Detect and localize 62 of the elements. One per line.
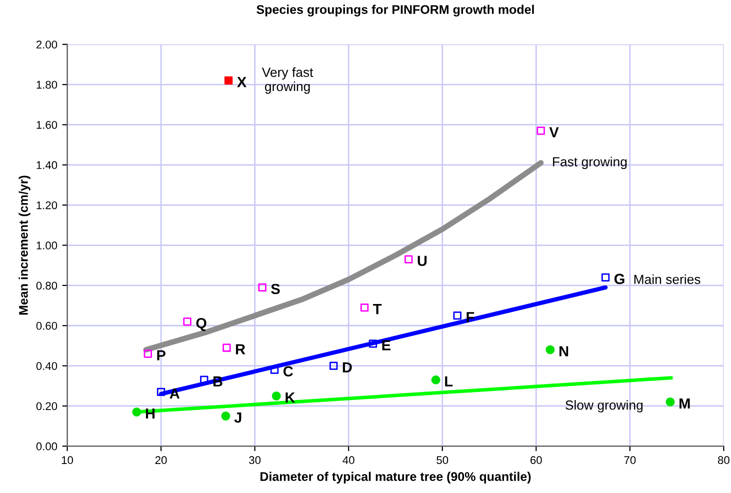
x-tick-label: 40: [342, 456, 354, 464]
annotation: D: [342, 362, 352, 372]
point: [258, 283, 266, 292]
annotation: N: [560, 346, 568, 356]
point: [156, 388, 166, 396]
y-axis-title: Mean increment (cm/yr): [18, 176, 30, 315]
point: [601, 273, 610, 282]
point: [183, 318, 192, 326]
y-tick-label: 2.00: [36, 40, 58, 49]
y-tick-label: 0.80: [36, 282, 58, 290]
annotation: R: [236, 344, 246, 354]
annotation: V: [549, 127, 559, 138]
point: [144, 350, 152, 358]
annotation: K: [286, 392, 296, 402]
x-tick-label: 20: [155, 456, 167, 464]
x-tick-label: 60: [530, 456, 542, 464]
annotation: Q: [196, 318, 206, 332]
y-tick-label: 1.20: [36, 201, 58, 210]
point: [536, 126, 545, 135]
annotation: T: [373, 304, 382, 314]
x-tick-label: 70: [624, 456, 636, 464]
point: [368, 340, 378, 348]
annotation: X: [237, 77, 246, 88]
point: [453, 311, 462, 320]
text: Main series: [634, 274, 700, 284]
x-tick-label: 80: [718, 456, 730, 464]
point: [272, 391, 281, 400]
point: [431, 375, 440, 384]
y-tick-label: 0.40: [36, 362, 58, 370]
point: [360, 303, 369, 312]
point: [224, 76, 233, 85]
annotation: G: [614, 274, 624, 284]
series-label: Slow growing: [566, 400, 643, 412]
annotation: P: [157, 350, 166, 360]
x-tick-label: 30: [249, 456, 261, 464]
point: [546, 345, 555, 354]
y-tick-label: 0.60: [36, 322, 58, 330]
y-tick-label: 1.60: [36, 120, 58, 129]
y-tick-label: 0.00: [36, 442, 58, 450]
point: [404, 255, 413, 264]
point: [132, 408, 142, 417]
point: [329, 362, 338, 370]
annotation: E: [382, 340, 390, 350]
y-tick-label: 1.80: [36, 80, 58, 89]
point: [221, 412, 230, 421]
x-tick-label: 50: [436, 456, 448, 464]
y-tick-label: 1.40: [36, 161, 58, 170]
point: [666, 397, 675, 406]
annotation: C: [283, 366, 293, 377]
annotation: S: [271, 284, 280, 294]
text: Very fast growing: [262, 67, 314, 94]
chart-title: Species groupings for PINFORM growth model: [256, 4, 534, 16]
annotation: J: [234, 412, 242, 423]
x-axis-title: Diameter of typical mature tree (90% quantile): [260, 472, 531, 484]
annotation: L: [445, 376, 453, 386]
y-tick-label: 1.00: [36, 242, 58, 250]
annotation: U: [418, 256, 427, 266]
x-tick-label: 10: [62, 456, 73, 464]
annotation: M: [680, 398, 690, 409]
y-tick-label: 0.20: [36, 402, 58, 410]
point: [222, 344, 231, 352]
series-label: Fast growing: [553, 156, 627, 170]
